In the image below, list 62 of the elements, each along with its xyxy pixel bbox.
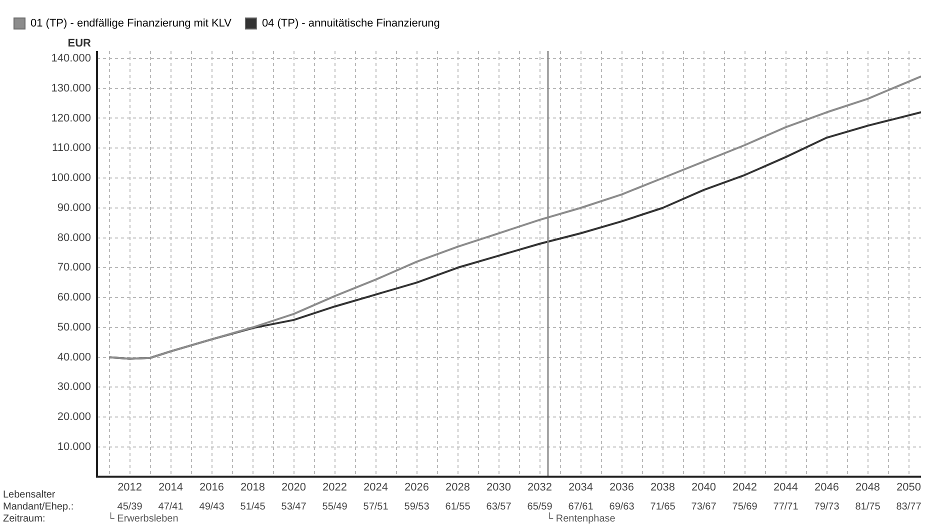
text: 69/63 (609, 502, 635, 513)
text: 67/61 (568, 502, 594, 513)
text: 75/69 (732, 502, 758, 513)
y-tick-label: 110.000 (52, 142, 91, 154)
x-tick-label: 2012 (118, 481, 142, 494)
text: 49/43 (199, 502, 225, 513)
y-tick-label: 20.000 (57, 411, 91, 424)
x-tick-label: 2024 (364, 481, 388, 494)
y-tick-label: 40.000 (57, 351, 91, 364)
text: └ Rentenphase (546, 512, 616, 524)
legend-label: 01 (TP) - endfällige Finanzierung mit KLV (30, 18, 232, 30)
y-tick-label: 100.000 (51, 172, 91, 184)
text: 83/77 (896, 502, 922, 513)
y-tick-label: 50.000 (57, 321, 91, 334)
text: 77/71 (773, 502, 799, 513)
text: 45/39 (117, 502, 143, 513)
y-tick-label: 60.000 (57, 292, 91, 304)
x-tick-label: 2026 (404, 481, 430, 494)
y-tick-label: 90.000 (57, 202, 91, 214)
x-tick-label: 2036 (610, 481, 634, 494)
x-tick-label: 2042 (732, 481, 758, 494)
x-tick-label: 2032 (528, 481, 552, 494)
text: Lebensalter (3, 490, 56, 501)
x-tick-label: 2020 (282, 481, 306, 494)
text: 55/49 (322, 502, 348, 513)
text: 57/51 (363, 502, 389, 513)
text: Mandant/Ehep.: (3, 502, 74, 513)
text: 47/41 (158, 502, 184, 513)
y-axis-title: EUR (68, 38, 92, 50)
x-tick-label: 2040 (692, 481, 716, 494)
x-tick-label: 2022 (322, 481, 348, 494)
x-tick-label: 2046 (814, 481, 840, 494)
y-tick-label: 70.000 (57, 262, 91, 274)
x-tick-label: 2048 (856, 481, 880, 494)
x-tick-label: 2028 (446, 481, 470, 494)
x-tick-label: 2038 (650, 481, 676, 494)
text: 61/55 (445, 502, 471, 513)
text: 63/57 (486, 502, 512, 513)
text: 79/73 (814, 502, 840, 513)
x-tick-label: 2030 (486, 481, 512, 494)
text: 51/45 (240, 502, 266, 513)
legend-label: 04 (TP) - annuitätische Finanzierung (262, 18, 440, 30)
y-tick-label: 30.000 (57, 381, 91, 394)
text: 71/65 (650, 502, 676, 513)
text: Zeitraum: (3, 514, 46, 524)
x-tick-label: 2018 (240, 481, 266, 494)
text: 73/67 (691, 502, 717, 513)
text: 65/59 (527, 502, 553, 513)
y-tick-label: 80.000 (57, 232, 91, 244)
x-tick-label: 2050 (896, 481, 922, 494)
text: 53/47 (281, 502, 307, 513)
x-tick-label: 2014 (158, 481, 184, 494)
y-tick-label: 130.000 (51, 82, 91, 94)
text: 59/53 (404, 502, 430, 513)
y-tick-label: 120.000 (51, 112, 91, 124)
x-tick-label: 2034 (568, 481, 594, 494)
text: 81/75 (855, 502, 881, 513)
x-tick-label: 2044 (774, 481, 798, 494)
y-tick-label: 140.000 (51, 52, 91, 64)
x-tick-label: 2016 (200, 481, 224, 494)
y-tick-label: 10.000 (57, 440, 91, 453)
text: └ Erwerbsleben (107, 512, 178, 524)
